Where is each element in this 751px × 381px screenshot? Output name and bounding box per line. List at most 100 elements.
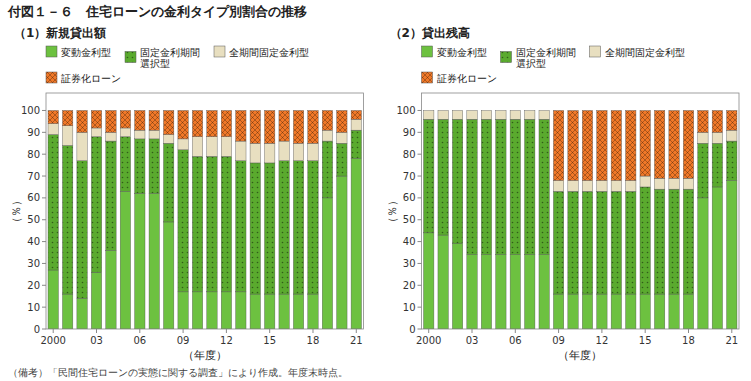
- y-axis-label: （％）: [386, 195, 398, 228]
- bar: [48, 135, 58, 270]
- bar: [640, 294, 650, 329]
- bar: [192, 137, 202, 157]
- text-line: 全期間固定金利型: [605, 46, 685, 57]
- y-tick-label: 90: [403, 127, 416, 138]
- bar: [351, 159, 361, 329]
- bar: [626, 110, 636, 180]
- legend-swatch: [214, 46, 225, 57]
- y-tick-label: 20: [403, 280, 416, 291]
- bar: [539, 110, 549, 119]
- bar: [553, 191, 563, 294]
- x-tick: [601, 329, 602, 333]
- bar: [91, 272, 101, 329]
- bar: [654, 294, 664, 329]
- text-line: 選択型: [140, 57, 170, 68]
- y-tick: [42, 110, 46, 111]
- text-line: 固定金利期間: [516, 46, 576, 57]
- title: 付図１－６ 住宅ローンの金利タイプ別割合の推移: [7, 4, 307, 19]
- x-tick: [645, 329, 646, 333]
- bar: [727, 141, 737, 180]
- bar: [250, 143, 260, 163]
- bar: [337, 110, 347, 132]
- legend-swatch: [422, 46, 433, 57]
- legend-item: 変動金利型: [46, 46, 111, 57]
- bar: [62, 110, 72, 125]
- bar: [163, 110, 173, 134]
- bar: [48, 270, 58, 329]
- bar: [207, 137, 217, 157]
- bar: [178, 150, 188, 292]
- bar: [525, 255, 535, 329]
- bar: [62, 126, 72, 146]
- bar: [163, 222, 173, 329]
- y-tick-label: 50: [403, 214, 416, 225]
- legend-label: 固定金利期間選択型: [140, 46, 200, 68]
- x-tick: [53, 329, 54, 333]
- y-tick: [418, 241, 422, 242]
- legend-swatch: [590, 46, 601, 57]
- bar: [424, 233, 434, 329]
- bar: [683, 189, 693, 294]
- x-tick-label: 03: [466, 335, 479, 346]
- bar: [525, 110, 535, 119]
- bar: [163, 143, 173, 222]
- bar: [611, 110, 621, 180]
- bar: [683, 110, 693, 178]
- bar: [178, 139, 188, 150]
- bar: [106, 132, 116, 141]
- x-tick-label: 21: [725, 335, 738, 346]
- bar: [669, 294, 679, 329]
- bar: [91, 110, 101, 127]
- bar: [424, 119, 434, 233]
- bar: [207, 110, 217, 136]
- bar: [568, 180, 578, 191]
- y-tick: [42, 307, 46, 308]
- bar: [250, 294, 260, 329]
- y-tick-label: 50: [27, 214, 40, 225]
- y-tick-label: 10: [27, 302, 40, 313]
- bar: [568, 110, 578, 180]
- bar: [293, 161, 303, 294]
- bar: [77, 161, 87, 299]
- bar: [698, 143, 708, 198]
- series: [48, 130, 361, 298]
- legend-item: 固定金利期間選択型: [125, 46, 200, 68]
- bar: [452, 119, 462, 244]
- x-tick-label: 09: [177, 335, 190, 346]
- y-tick-label: 100: [21, 105, 40, 116]
- legend: 変動金利型固定金利期間選択型全期間固定金利型証券化ローン: [422, 46, 685, 83]
- bar: [727, 130, 737, 141]
- bar: [626, 191, 636, 294]
- bar: [62, 294, 72, 329]
- x-tick-label: 2000: [416, 335, 441, 346]
- y-tick: [418, 132, 422, 133]
- bar: [698, 198, 708, 329]
- bar: [712, 143, 722, 187]
- x-tick-label: 03: [90, 335, 103, 346]
- bar: [77, 110, 87, 132]
- bar: [669, 110, 679, 178]
- bar: [582, 110, 592, 180]
- bar: [640, 110, 650, 176]
- y-tick: [42, 176, 46, 177]
- legend: 変動金利型固定金利期間選択型全期間固定金利型証券化ローン: [46, 46, 309, 83]
- bar: [221, 137, 231, 157]
- bar: [192, 110, 202, 136]
- subtitle: （1）新規貸出額: [14, 26, 106, 40]
- legend-swatch: [46, 46, 57, 57]
- text-line: 固定金利期間: [140, 46, 200, 57]
- bar: [611, 180, 621, 191]
- series: [48, 110, 361, 143]
- bar: [149, 130, 159, 139]
- legend-swatch: [125, 52, 136, 63]
- bar: [91, 128, 101, 137]
- bar: [308, 143, 318, 160]
- x-tick: [688, 329, 689, 333]
- bar: [481, 255, 491, 329]
- legend-label: 変動金利型: [437, 46, 487, 57]
- y-tick-label: 60: [403, 192, 416, 203]
- y-tick-label: 70: [403, 171, 416, 182]
- bar: [322, 141, 332, 198]
- bar: [106, 250, 116, 329]
- bar: [568, 294, 578, 329]
